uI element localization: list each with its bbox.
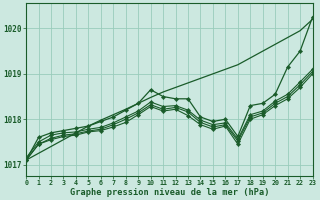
X-axis label: Graphe pression niveau de la mer (hPa): Graphe pression niveau de la mer (hPa) [69,188,269,197]
